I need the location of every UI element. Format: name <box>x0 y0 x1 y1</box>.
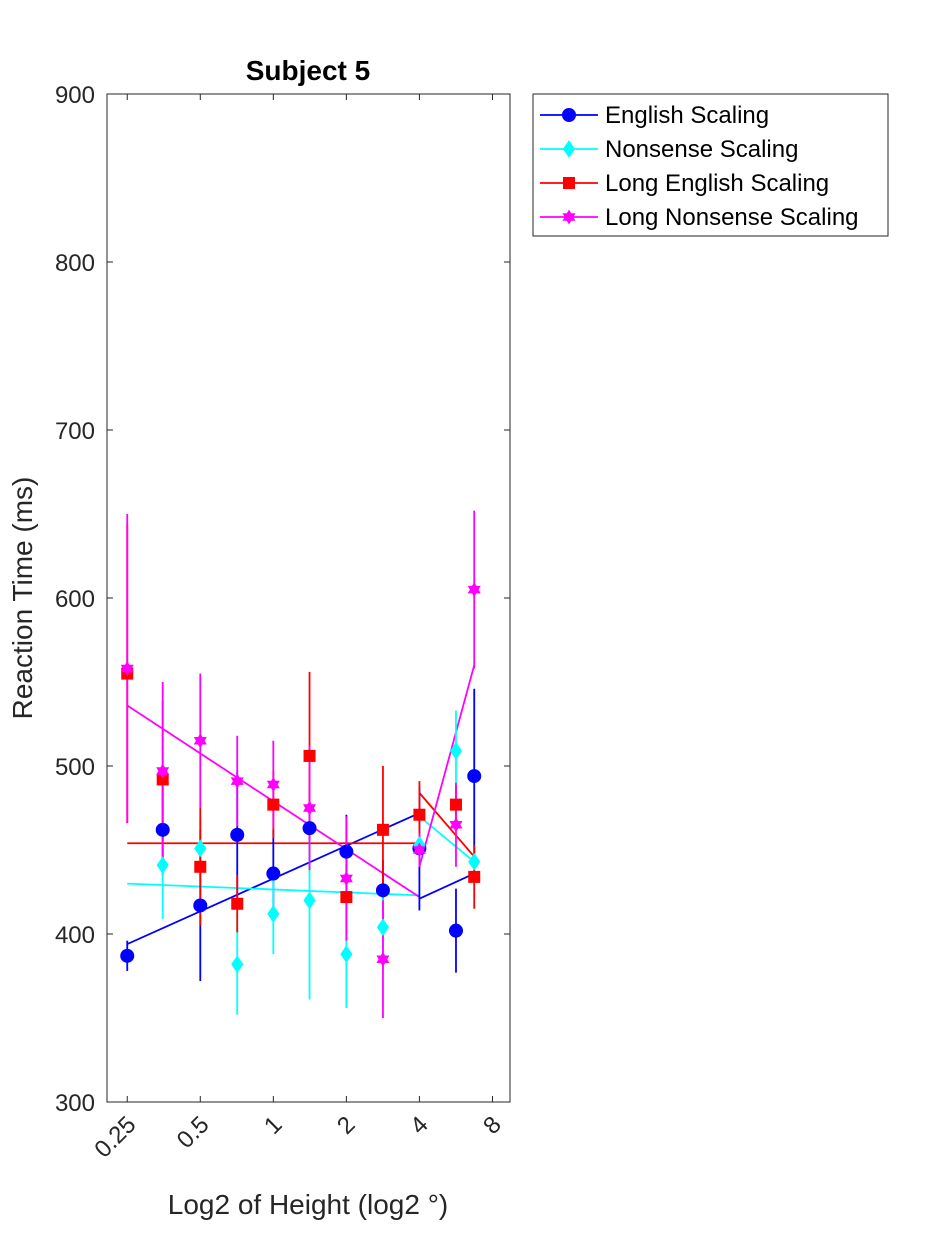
y-tick-label-2: 500 <box>55 754 95 781</box>
fit-line-s1-1 <box>418 815 475 863</box>
chart-title: Subject 5 <box>246 55 370 86</box>
x-tick-label-5: 8 <box>478 1111 507 1140</box>
legend-label-3: Long Nonsense Scaling <box>605 204 859 231</box>
legend: English Scaling Nonsense Scaling Long Engl… <box>532 93 889 237</box>
point-s0-7 <box>375 883 390 898</box>
y-axis-label: Reaction Time (ms) <box>7 477 38 720</box>
point-s3-6 <box>339 871 353 887</box>
point-s3-9 <box>449 817 463 833</box>
x-tick-label-2: 1 <box>259 1111 288 1140</box>
data-layer <box>120 510 482 1018</box>
x-tick-label-0: 0.25 <box>89 1111 141 1163</box>
legend-marker-2 <box>563 177 575 189</box>
y-tick-label-4: 700 <box>55 418 95 445</box>
point-s3-4-down <box>266 780 280 792</box>
y-tick-label-1: 400 <box>55 922 95 949</box>
point-s0-6 <box>339 844 354 859</box>
y-tick-label-0: 300 <box>55 1090 95 1117</box>
point-s2-2 <box>194 860 207 873</box>
point-s3-3-down <box>230 777 244 789</box>
point-s3-0 <box>120 661 134 677</box>
point-s0-5 <box>302 821 317 836</box>
point-s2-9 <box>449 798 462 811</box>
point-s3-8 <box>412 842 426 858</box>
legend-items: English Scaling Nonsense Scaling Long Engl… <box>540 102 859 231</box>
fit-line-s3-1 <box>418 664 476 868</box>
point-s2-8 <box>413 808 426 821</box>
x-tick-label-1: 0.5 <box>172 1111 215 1154</box>
legend-marker-3-down <box>562 213 576 225</box>
point-s2-4 <box>267 798 280 811</box>
point-s1-9 <box>468 852 481 871</box>
fit-line-s0-1 <box>419 872 475 900</box>
fit-line-s2-1 <box>418 792 475 858</box>
point-s3-5 <box>303 800 317 816</box>
y-tick-label-5: 800 <box>55 250 95 277</box>
point-s2-5 <box>303 749 316 762</box>
point-s3-3 <box>230 773 244 789</box>
legend-box <box>532 93 889 237</box>
point-s1-5 <box>340 945 353 964</box>
point-s0-3 <box>230 827 245 842</box>
legend-marker-0 <box>562 108 576 122</box>
y-tick-label-6: 900 <box>55 82 95 109</box>
x-tick-label-3: 2 <box>332 1111 361 1140</box>
point-s3-2 <box>193 733 207 749</box>
point-s3-10-down <box>467 585 481 598</box>
point-s0-4 <box>266 866 281 881</box>
point-s3-4 <box>266 776 280 792</box>
legend-label-2: Long English Scaling <box>605 170 829 197</box>
point-s3-6-down <box>339 874 353 887</box>
point-s1-4 <box>303 891 316 910</box>
legend-marker-3 <box>562 209 576 225</box>
legend-label-1: Nonsense Scaling <box>605 136 798 163</box>
point-s2-3 <box>231 897 244 910</box>
point-s0-2 <box>193 898 208 913</box>
legend-label-0: English Scaling <box>605 102 769 129</box>
plot-background <box>107 94 510 1102</box>
point-s2-10 <box>468 870 481 883</box>
point-s1-8 <box>449 741 463 760</box>
point-s3-2-down <box>193 737 207 749</box>
point-s3-9-down <box>449 821 463 833</box>
point-s3-10 <box>467 582 481 598</box>
point-s3-5-down <box>303 804 317 816</box>
point-s2-6 <box>340 891 353 904</box>
point-s3-7 <box>376 951 390 967</box>
point-s0-1 <box>155 822 170 837</box>
x-tick-label-4: 4 <box>405 1111 434 1140</box>
point-s1-1 <box>194 839 207 858</box>
x-axis-label: Log2 of Height (log2 °) <box>168 1189 448 1220</box>
point-s0-9 <box>448 923 463 938</box>
point-s0-10 <box>467 769 482 784</box>
point-s1-6 <box>376 918 390 937</box>
point-s3-1-down <box>156 767 170 779</box>
point-s0-0 <box>120 948 135 963</box>
point-s3-1 <box>156 763 170 779</box>
point-s3-8-down <box>412 846 426 858</box>
y-tick-label-3: 600 <box>55 586 95 613</box>
point-s3-7-down <box>376 955 390 967</box>
point-s2-7 <box>376 823 389 836</box>
point-s1-0 <box>156 856 169 875</box>
legend-marker-1 <box>562 140 576 158</box>
point-s1-2 <box>231 955 244 974</box>
point-s1-3 <box>267 904 280 923</box>
point-s3-0-down <box>120 664 134 677</box>
